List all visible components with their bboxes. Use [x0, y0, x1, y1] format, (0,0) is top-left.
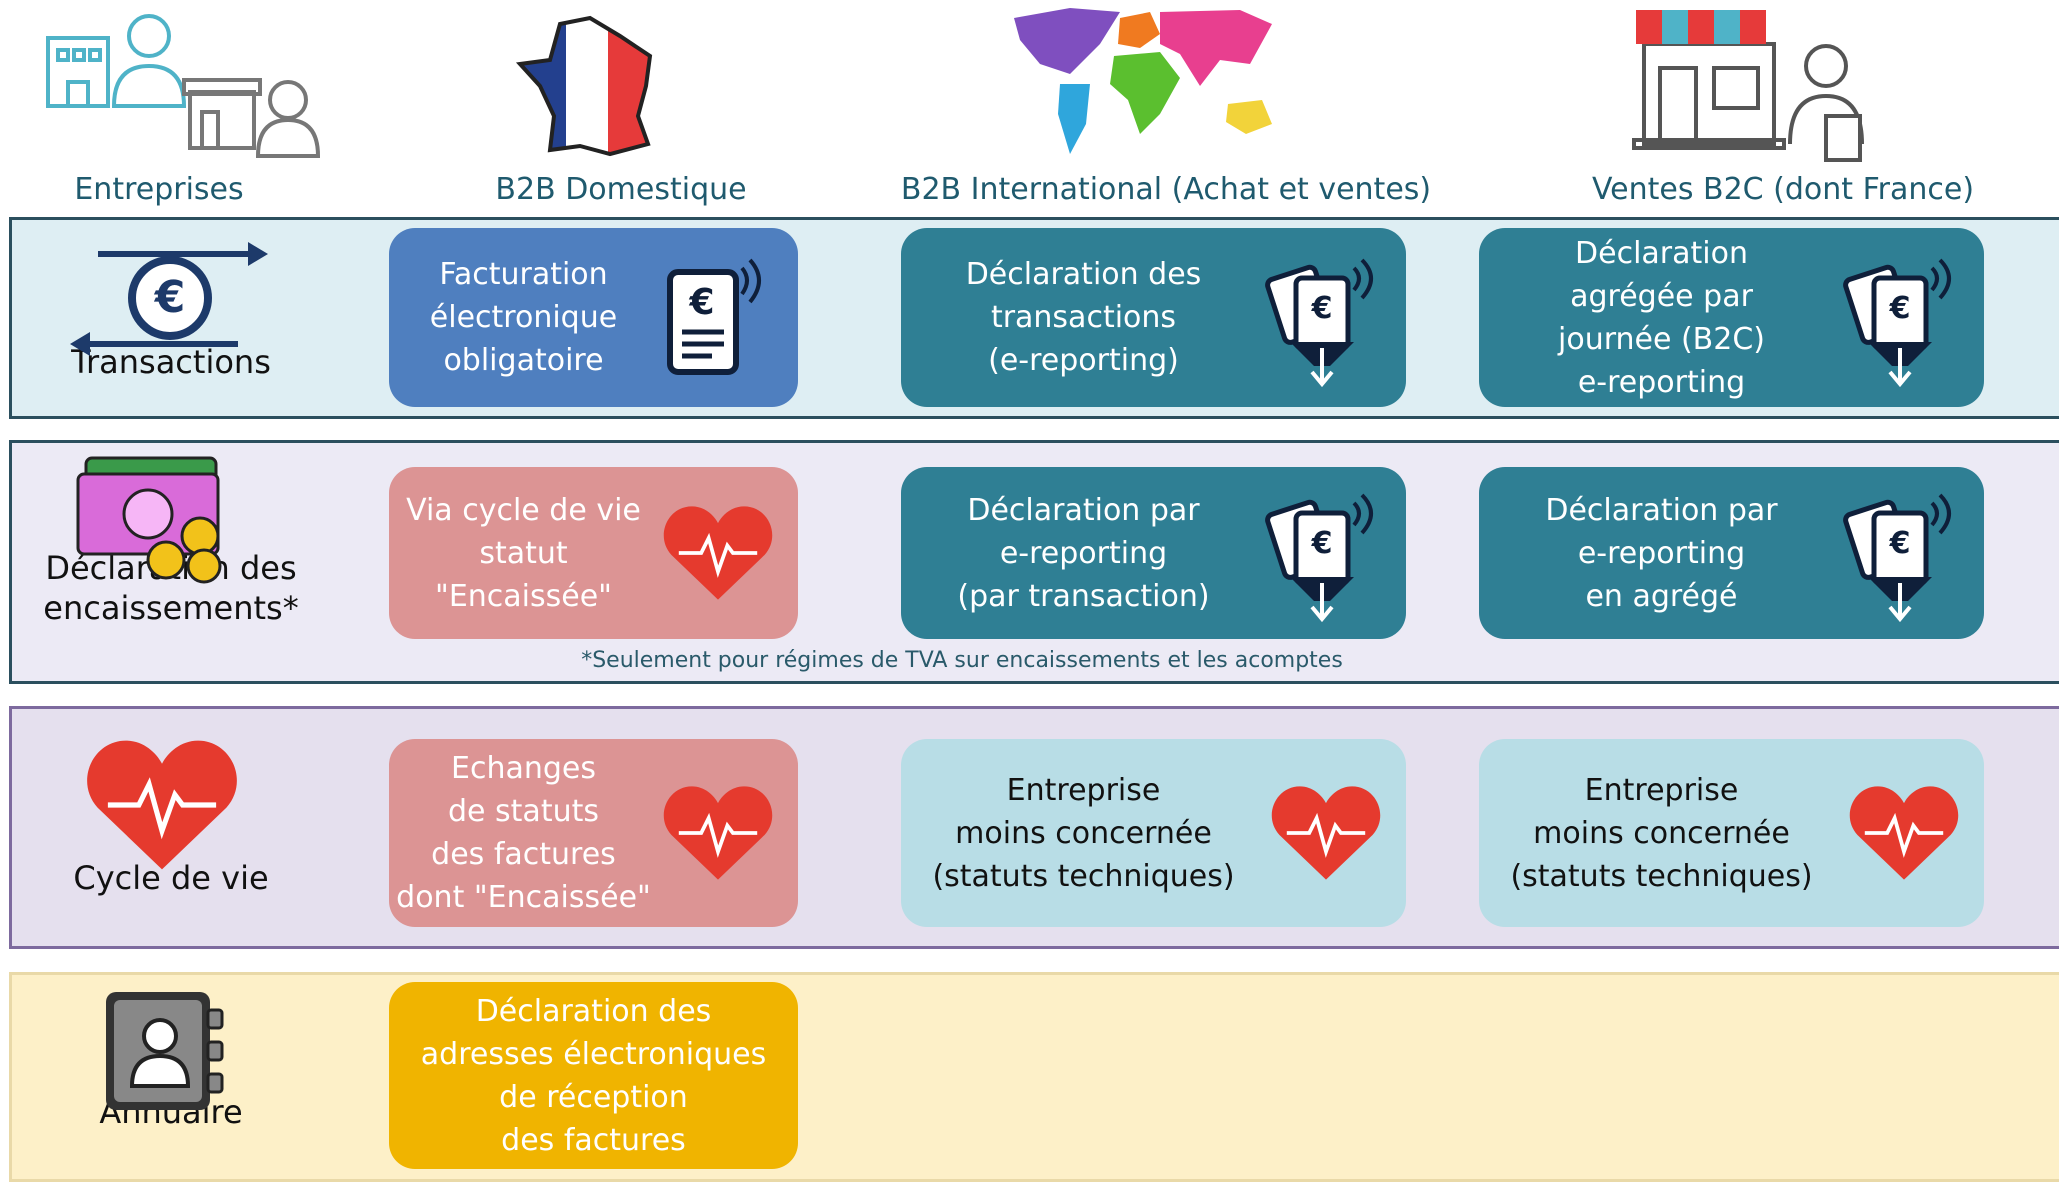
- cell-text-line: des factures: [501, 1122, 686, 1158]
- cell-text-line: transactions: [990, 300, 1177, 335]
- report-icon: €: [1843, 493, 1951, 623]
- cell: Facturation électronique obligatoire €: [389, 228, 798, 407]
- row-label: Cycle de vie: [73, 858, 268, 898]
- cell-text-line: "Encaissée": [435, 578, 612, 614]
- cash-icon: [76, 456, 222, 584]
- cell-text-line: journée (B2C): [1558, 321, 1765, 357]
- cell-text-line: dont "Encaissée": [396, 880, 651, 915]
- cell: Déclaration des transactions (e-reporting)…: [901, 228, 1406, 407]
- cell-text-line: e-reporting: [1577, 535, 1746, 571]
- row-label: Transactions: [71, 342, 271, 382]
- cell: Déclaration par e-reporting en agrégé €: [1479, 467, 1984, 639]
- footnote: *Seulement pour régimes de TVA sur encai…: [581, 648, 1343, 673]
- row-label-line: Cycle de vie: [73, 859, 269, 897]
- cell-text-line: Déclaration des: [475, 993, 712, 1029]
- cell-text-line: statut: [479, 535, 568, 571]
- cell-text-line: moins concernée: [955, 815, 1212, 851]
- cell-text: Déclaration des adresses électroniques de …: [389, 982, 798, 1169]
- cell-text-line: moins concernée: [1533, 815, 1790, 851]
- report-icon: €: [1265, 258, 1373, 387]
- cell-text: Echanges de statuts des factures dont "Enca…: [389, 739, 658, 927]
- cell-text: Déclaration par e-reporting en agrégé: [1479, 467, 1844, 639]
- cell: Entreprise moins concernée (statuts techni…: [1479, 739, 1984, 927]
- world-icon: [1014, 8, 1272, 154]
- column-header: Entreprises: [74, 172, 244, 207]
- cell-text-line: (statuts techniques): [1510, 858, 1813, 894]
- france-icon: [515, 15, 653, 157]
- svg-text:€: €: [1889, 291, 1911, 326]
- transactions-icon: €: [70, 242, 268, 356]
- cell-text-line: Déclaration des: [965, 257, 1202, 292]
- cell-text: Entreprise moins concernée (statuts techni…: [1479, 739, 1844, 927]
- cell-text: Facturation électronique obligatoire: [389, 228, 658, 407]
- cell-icon: €: [1265, 248, 1382, 388]
- cell-text-line: obligatoire: [443, 343, 604, 378]
- heart-icon: [1849, 786, 1959, 880]
- cell: Déclaration agrégée par journée (B2C) e-rep…: [1479, 228, 1984, 407]
- cell-text: Déclaration par e-reporting (par transacti…: [901, 467, 1266, 639]
- cell-text-line: de réception: [499, 1079, 688, 1115]
- row-label-line: encaissements*: [43, 589, 299, 627]
- svg-text:€: €: [1311, 291, 1333, 326]
- cell-text-line: en agrégé: [1585, 578, 1738, 614]
- cell-text-line: Via cycle de vie: [406, 492, 641, 528]
- shop-icon: [1632, 10, 1864, 162]
- cell-icon: [662, 504, 774, 639]
- cell-text-line: électronique: [429, 300, 618, 335]
- cell-text: Via cycle de vie statut "Encaissée": [389, 467, 658, 639]
- row-band: [9, 972, 2059, 1182]
- column-header: B2B International (Achat et ventes): [900, 172, 1432, 207]
- lifecycle-icon: [87, 740, 237, 870]
- cell-text: Entreprise moins concernée (statuts techni…: [901, 739, 1266, 927]
- cell-text-line: agrégée par: [1570, 278, 1753, 314]
- cell-text-line: Echanges: [451, 751, 596, 786]
- cell-text-line: Entreprise: [1006, 772, 1161, 808]
- cell-text-line: (e-reporting): [988, 343, 1179, 378]
- heart-icon: [663, 506, 773, 600]
- svg-text:€: €: [154, 272, 186, 323]
- svg-text:€: €: [1889, 526, 1911, 561]
- cell-text-line: (par transaction): [957, 578, 1210, 614]
- svg-text:€: €: [688, 282, 714, 323]
- enterprise-icon: [46, 14, 321, 158]
- cell-text-line: des factures: [431, 837, 616, 872]
- cell: Entreprise moins concernée (statuts techni…: [901, 739, 1406, 927]
- svg-text:€: €: [1311, 526, 1333, 561]
- cell-text-line: e-reporting: [1577, 364, 1746, 400]
- cell: Via cycle de vie statut "Encaissée": [389, 467, 798, 639]
- cell-text-line: e-reporting: [999, 535, 1168, 571]
- cell-text-line: (statuts techniques): [932, 858, 1235, 894]
- cell: Déclaration des adresses électroniques de …: [389, 982, 798, 1169]
- cell: Echanges de statuts des factures dont "Enca…: [389, 739, 798, 927]
- heart-icon: [1271, 786, 1381, 880]
- cell-text-line: Déclaration par: [967, 492, 1200, 528]
- invoice-icon: €: [667, 258, 761, 375]
- cell-icon: €: [1843, 248, 1960, 388]
- cell-icon: [1270, 784, 1382, 924]
- report-icon: €: [1843, 258, 1951, 387]
- heart-icon: [663, 786, 773, 880]
- cell-icon: €: [662, 258, 774, 398]
- directory-icon: [106, 992, 224, 1110]
- cell-icon: [662, 784, 774, 924]
- cell-icon: [1848, 784, 1960, 924]
- cell-text: Déclaration des transactions (e-reporting): [901, 228, 1266, 407]
- cell: Déclaration par e-reporting (par transacti…: [901, 467, 1406, 639]
- column-header: B2B Domestique: [495, 172, 747, 207]
- cell-text: Déclaration agrégée par journée (B2C) e-rep…: [1479, 228, 1844, 407]
- row-label-line: Transactions: [71, 343, 271, 381]
- cell-text-line: Déclaration par: [1545, 492, 1778, 528]
- cell-text-line: adresses électroniques: [420, 1036, 767, 1072]
- cell-icon: €: [1265, 483, 1382, 623]
- cell-text-line: Déclaration: [1575, 235, 1748, 271]
- cell-icon: €: [1843, 483, 1960, 623]
- row-label: Déclaration des encaissements*: [43, 548, 298, 628]
- cell-text-line: Entreprise: [1584, 772, 1739, 808]
- cell-text-line: Facturation: [439, 257, 608, 292]
- cell-text-line: de statuts: [448, 794, 599, 829]
- report-icon: €: [1265, 493, 1373, 623]
- column-header: Ventes B2C (dont France): [1591, 172, 1975, 207]
